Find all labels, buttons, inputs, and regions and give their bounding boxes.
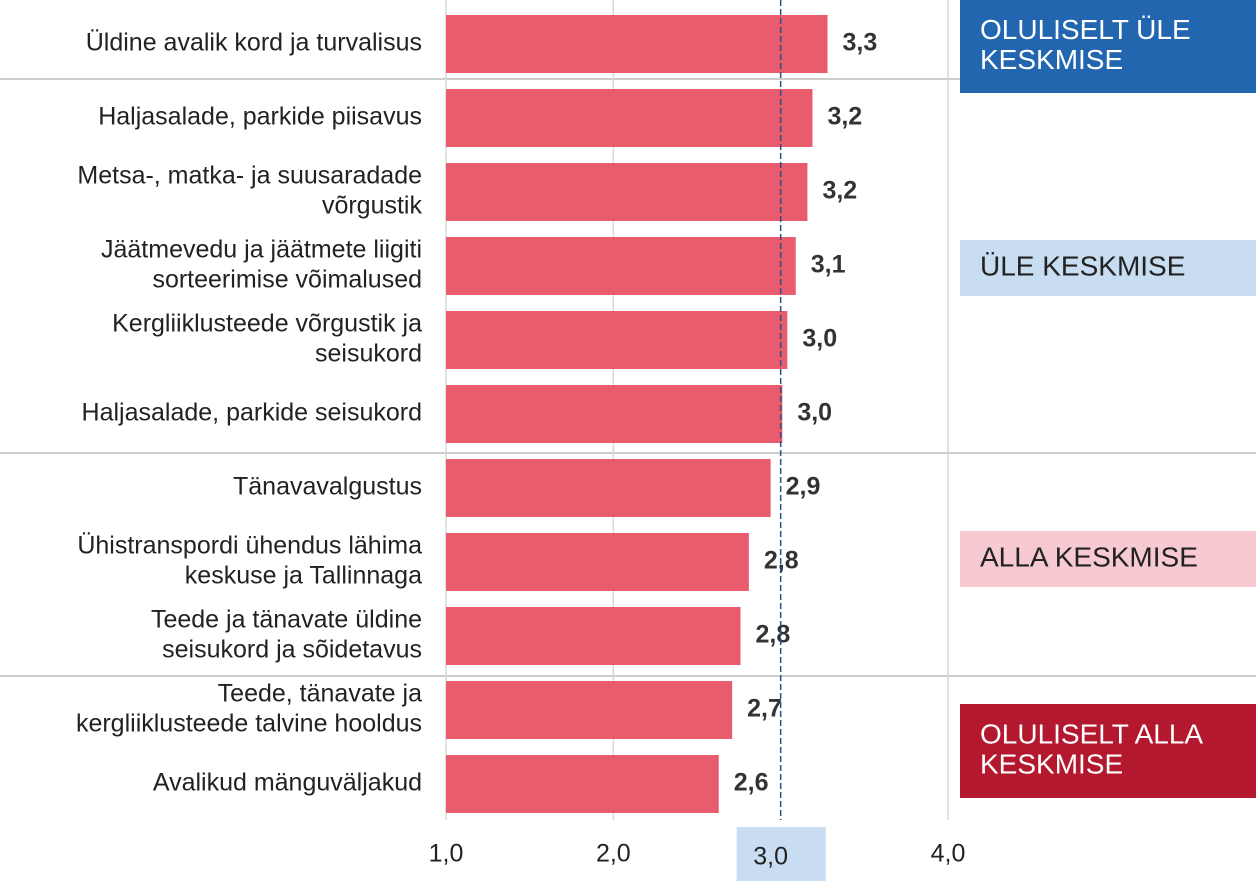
group-box (960, 240, 1256, 296)
reference-label: 3,0 (753, 843, 788, 871)
x-tick-label: 2,0 (596, 840, 631, 868)
bar (446, 163, 808, 221)
reference-label-box (736, 827, 826, 881)
bar (446, 459, 771, 517)
bar (446, 607, 741, 665)
group-box (960, 704, 1256, 798)
category-label: Ühistranspordi ühendus lähima (77, 532, 422, 560)
x-tick-label: 4,0 (931, 840, 966, 868)
bar (446, 311, 788, 369)
value-label: 2,9 (786, 473, 821, 501)
category-label: Teede ja tänavate üldine (151, 606, 422, 634)
group-label: KESKMISE (980, 748, 1123, 779)
group-label: ÜLE KESKMISE (980, 250, 1185, 281)
group-box (960, 531, 1256, 587)
value-label: 3,2 (827, 103, 862, 131)
bar (446, 681, 733, 739)
category-label: kergliiklusteede talvine hooldus (76, 710, 422, 738)
category-label: Haljasalade, parkide seisukord (82, 399, 422, 427)
value-label: 3,3 (843, 29, 878, 57)
value-label: 3,1 (811, 251, 846, 279)
category-label: võrgustik (322, 192, 423, 220)
category-label: Üldine avalik kord ja turvalisus (86, 29, 422, 57)
category-label: Haljasalade, parkide piisavus (98, 103, 422, 131)
value-label: 2,8 (756, 621, 791, 649)
category-label: Teede, tänavate ja (218, 680, 422, 708)
group-label: OLULISELT ALLA (980, 718, 1203, 749)
group-label: OLULISELT ÜLE (980, 14, 1191, 45)
value-label: 3,0 (797, 399, 832, 427)
group-label: ALLA KESKMISE (980, 541, 1198, 572)
value-label: 2,6 (734, 769, 769, 797)
group-label: KESKMISE (980, 44, 1123, 75)
bar (446, 237, 796, 295)
category-label: Metsa-, matka- ja suusaradade (77, 162, 422, 190)
category-label: seisukord (315, 340, 422, 368)
category-label: keskuse ja Tallinnaga (185, 562, 422, 590)
category-label: sorteerimise võimalused (152, 266, 422, 294)
value-label: 3,0 (802, 325, 837, 353)
x-tick-label: 1,0 (429, 840, 464, 868)
category-label: Tänavavalgustus (233, 473, 422, 501)
group-box (960, 0, 1256, 93)
category-label: Jäätmevedu ja jäätmete liigiti (101, 236, 422, 264)
value-label: 3,2 (822, 177, 857, 205)
bar (446, 89, 813, 147)
category-label: seisukord ja sõidetavus (162, 636, 422, 664)
category-label: Kergliiklusteede võrgustik ja (112, 310, 422, 338)
bar (446, 755, 719, 813)
category-label: Avalikud mänguväljakud (153, 769, 422, 797)
bar (446, 385, 783, 443)
value-label: 2,7 (747, 695, 782, 723)
bar (446, 533, 749, 591)
bar (446, 15, 828, 73)
